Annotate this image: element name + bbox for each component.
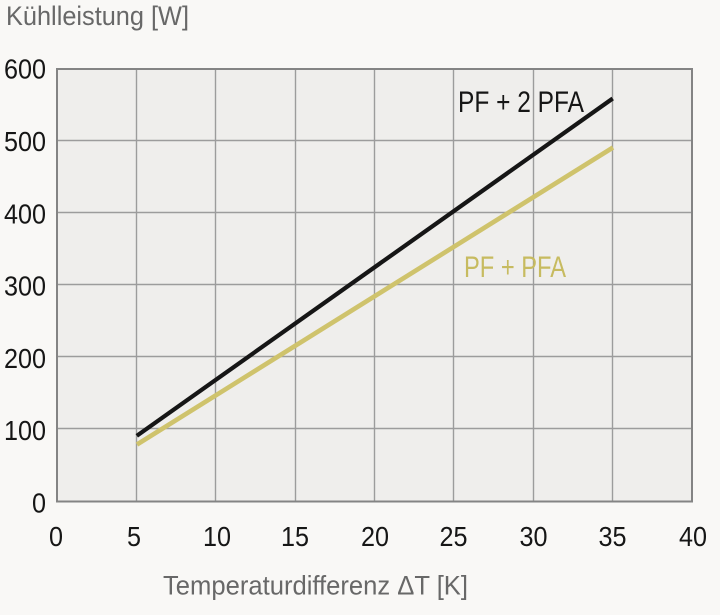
svg-text:15: 15 [281, 521, 309, 552]
svg-text:5: 5 [127, 521, 141, 552]
svg-text:PF + 2 PFA: PF + 2 PFA [458, 86, 584, 119]
svg-text:10: 10 [203, 521, 231, 552]
svg-text:400: 400 [4, 198, 46, 229]
svg-text:40: 40 [679, 521, 707, 552]
svg-text:25: 25 [440, 521, 468, 552]
svg-text:200: 200 [4, 343, 46, 374]
svg-text:Temperaturdifferenz ΔT [K]: Temperaturdifferenz ΔT [K] [163, 570, 468, 600]
svg-text:Kühlleistung [W]: Kühlleistung [W] [6, 1, 189, 31]
svg-text:100: 100 [4, 415, 46, 446]
svg-text:PF + PFA: PF + PFA [464, 251, 566, 284]
svg-text:30: 30 [520, 521, 548, 552]
svg-text:600: 600 [4, 54, 46, 85]
svg-text:20: 20 [361, 521, 389, 552]
svg-text:500: 500 [4, 126, 46, 157]
svg-text:0: 0 [32, 488, 46, 519]
svg-text:300: 300 [4, 271, 46, 302]
svg-text:35: 35 [599, 521, 627, 552]
svg-text:0: 0 [49, 521, 63, 552]
